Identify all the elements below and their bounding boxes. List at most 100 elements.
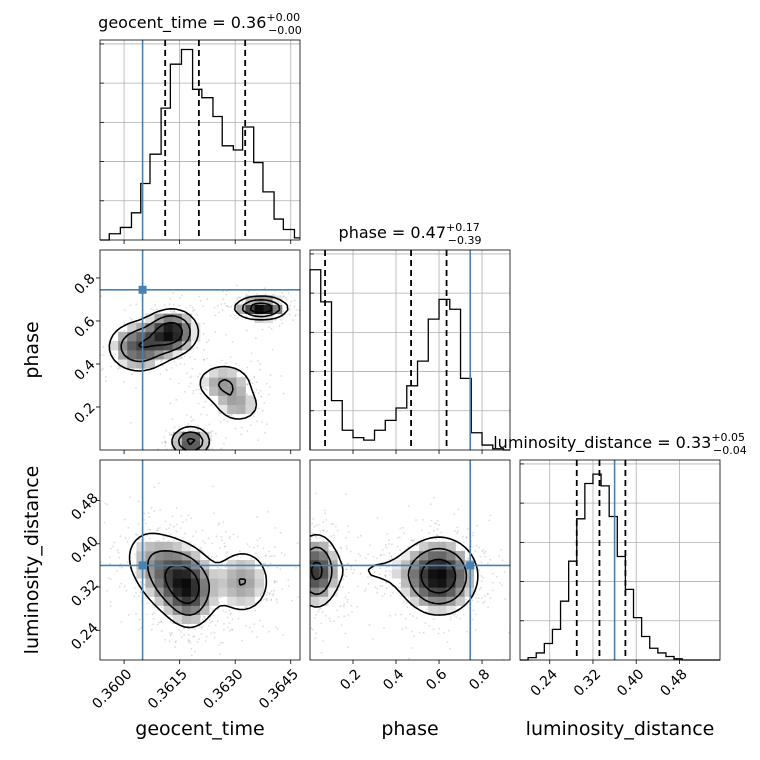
density-cell <box>190 569 201 579</box>
sample-point <box>276 627 279 630</box>
sample-point <box>173 310 176 313</box>
sample-point <box>242 300 244 303</box>
sample-point <box>328 617 331 620</box>
density-cell <box>400 587 411 597</box>
density-cell <box>437 541 447 552</box>
sample-point <box>255 337 257 340</box>
density-cell <box>118 331 128 342</box>
sample-point <box>350 565 353 568</box>
sample-point <box>492 589 494 592</box>
sample-point <box>109 563 111 565</box>
sample-point <box>376 591 378 594</box>
sample-point <box>328 544 331 547</box>
sample-point <box>475 544 478 547</box>
sample-point <box>342 578 345 580</box>
sample-point <box>218 311 221 314</box>
sample-point <box>320 651 323 654</box>
sample-point <box>491 581 494 584</box>
sample-point <box>236 284 238 287</box>
sample-point <box>161 364 164 367</box>
density-cell <box>209 368 219 378</box>
sample-point <box>183 627 185 630</box>
sample-point <box>102 354 105 356</box>
sample-point <box>120 582 123 585</box>
sample-point <box>410 630 413 633</box>
sample-point <box>238 296 241 299</box>
sample-point <box>272 593 275 595</box>
sample-point <box>267 393 270 396</box>
density-cell <box>254 313 265 324</box>
density-cell <box>272 295 283 305</box>
sample-point <box>120 566 123 569</box>
sample-point <box>432 628 435 631</box>
sample-point <box>170 367 173 369</box>
sample-point <box>107 577 110 579</box>
sample-point <box>218 601 221 604</box>
xtick-label-geocent_time-0: 0.3600 <box>89 666 135 712</box>
sample-point <box>164 444 167 447</box>
panel-frame-phase-luminosity_distance <box>309 459 511 661</box>
sample-point <box>232 533 235 536</box>
sample-point <box>206 389 209 391</box>
sample-point <box>367 553 370 556</box>
sample-point <box>228 622 231 625</box>
sample-point <box>150 308 153 310</box>
sample-point <box>297 596 299 598</box>
sample-point <box>318 608 320 611</box>
density-cell <box>419 550 429 561</box>
sample-point <box>204 400 207 403</box>
sample-point <box>250 352 253 355</box>
sample-point <box>190 416 193 419</box>
sample-point <box>477 597 480 600</box>
sample-point <box>103 521 106 524</box>
sample-point <box>270 590 273 592</box>
density-cell <box>145 359 155 369</box>
sample-point <box>229 629 231 632</box>
sample-point <box>192 419 195 421</box>
density-cell <box>428 569 438 579</box>
sample-point <box>429 525 432 528</box>
sample-point <box>173 426 176 428</box>
density-cell <box>145 541 155 552</box>
density-cell <box>437 550 447 561</box>
sample-point <box>374 586 376 589</box>
sample-point <box>210 632 213 635</box>
sample-point <box>222 610 225 612</box>
density-cell <box>464 578 475 588</box>
sample-point <box>239 296 242 299</box>
sample-point <box>466 630 468 633</box>
density-cell <box>319 569 329 579</box>
sample-point <box>280 319 283 321</box>
sample-point <box>257 439 260 441</box>
sample-point <box>376 516 379 519</box>
sample-point <box>472 534 475 537</box>
sample-point <box>197 424 200 427</box>
sample-point <box>322 529 324 532</box>
sample-point <box>236 298 238 300</box>
sample-point <box>333 620 335 622</box>
sample-point <box>383 626 385 629</box>
sample-point <box>283 554 286 556</box>
sample-point <box>221 309 224 312</box>
sample-point <box>165 528 168 530</box>
sample-point <box>372 555 375 558</box>
sample-point <box>346 568 348 571</box>
sample-point <box>148 516 151 518</box>
sample-point <box>253 376 256 379</box>
sample-point <box>119 563 122 565</box>
sample-point <box>199 299 202 302</box>
sample-point <box>442 632 445 634</box>
sample-point <box>216 620 219 623</box>
sample-point <box>159 509 162 511</box>
sample-point <box>457 530 459 533</box>
density-cell <box>163 578 174 588</box>
sample-point <box>339 546 342 549</box>
sample-point <box>422 519 424 521</box>
sample-point <box>215 535 218 538</box>
sample-point <box>478 588 481 591</box>
sample-point <box>345 493 347 496</box>
sample-point <box>432 618 435 620</box>
sample-point <box>172 292 174 294</box>
sample-point <box>264 554 267 557</box>
sample-point <box>410 539 413 542</box>
